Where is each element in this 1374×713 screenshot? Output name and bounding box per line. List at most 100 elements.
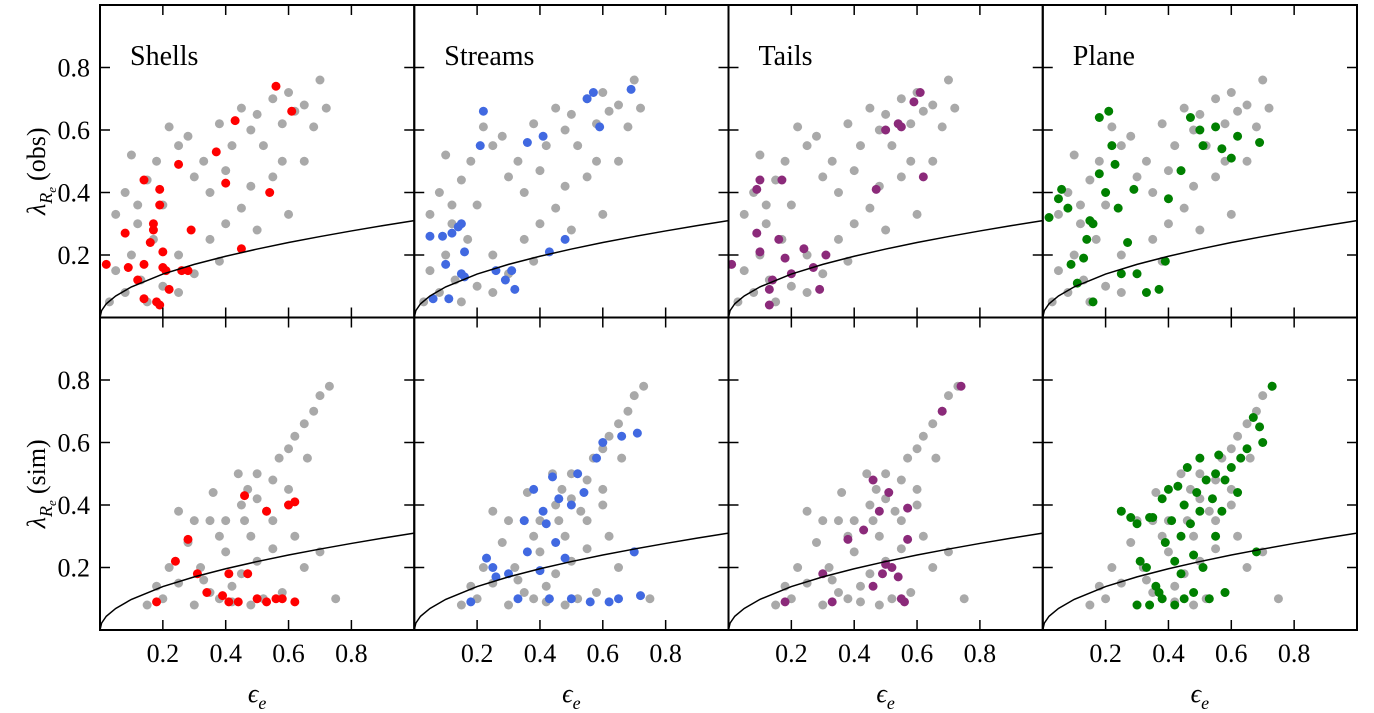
point [236, 500, 246, 510]
point [290, 497, 300, 507]
point [265, 188, 275, 197]
y-label-subscript: R [36, 506, 56, 518]
y-label-text: (obs) [22, 128, 51, 181]
point [1198, 563, 1208, 572]
point [937, 406, 947, 416]
point [240, 516, 250, 526]
point [120, 188, 130, 197]
point [142, 600, 152, 610]
point [833, 234, 843, 244]
point [1192, 488, 1202, 497]
point [849, 516, 859, 526]
point [444, 294, 454, 304]
point [576, 506, 586, 516]
point [466, 597, 476, 607]
point [174, 506, 184, 516]
point [893, 572, 903, 582]
point [865, 569, 875, 579]
point [155, 184, 165, 194]
point [1251, 122, 1261, 132]
point [629, 391, 639, 401]
y-tick-label: 0.2 [58, 554, 91, 583]
point [1126, 538, 1136, 547]
point [205, 516, 215, 526]
point [1189, 588, 1199, 597]
point [855, 141, 865, 151]
point [632, 428, 642, 438]
point [456, 600, 466, 610]
point [1141, 288, 1151, 297]
point [507, 266, 517, 276]
point [1132, 600, 1142, 610]
y-label-text: (sim) [22, 439, 51, 494]
point [896, 544, 906, 554]
y-label-subsubscript: e [44, 187, 59, 193]
point [1116, 269, 1126, 279]
point [268, 475, 278, 485]
point [614, 100, 624, 110]
point [755, 150, 765, 160]
point [896, 94, 906, 104]
point [1094, 113, 1104, 122]
point [504, 172, 514, 182]
point [802, 141, 812, 151]
point [598, 444, 608, 454]
panel: 0.2 0.4 0.6 0.8 ϵe [1041, 316, 1358, 713]
point [1233, 106, 1243, 116]
point [441, 150, 451, 160]
point [211, 147, 221, 157]
y-label-subsubscript: e [44, 500, 59, 506]
x-axis-label: ϵe [562, 679, 580, 713]
point [855, 581, 865, 591]
point [230, 116, 240, 126]
point [262, 597, 272, 607]
point [174, 250, 184, 260]
point [560, 181, 570, 191]
point [761, 200, 771, 210]
point [463, 234, 473, 244]
point [1214, 450, 1224, 460]
point [1075, 219, 1085, 229]
point [918, 531, 928, 541]
point [1126, 513, 1136, 522]
reference-curve [728, 219, 1043, 318]
point [859, 525, 869, 535]
point [560, 125, 570, 135]
point [918, 172, 928, 182]
point [1211, 94, 1221, 104]
point [434, 288, 444, 297]
point [588, 88, 598, 97]
plot-area [414, 75, 729, 318]
point [277, 119, 287, 129]
point [1195, 506, 1205, 516]
point [519, 188, 529, 197]
point [582, 172, 592, 182]
point [299, 563, 309, 572]
x-tick-label: 0.8 [964, 639, 997, 668]
point [881, 469, 891, 479]
point [299, 100, 309, 110]
point [617, 453, 627, 463]
panel: Plane [1041, 4, 1358, 319]
point [174, 141, 184, 151]
point [164, 122, 174, 132]
point [592, 588, 602, 597]
point [271, 81, 281, 91]
point [614, 156, 624, 166]
point [145, 238, 155, 247]
point [579, 488, 589, 497]
point [324, 381, 334, 391]
reference-curve [414, 532, 729, 630]
point [780, 253, 790, 263]
point [1207, 494, 1217, 504]
point [592, 453, 602, 463]
point [434, 188, 444, 197]
x-tick-label: 0.4 [838, 639, 871, 668]
point [1160, 538, 1170, 547]
point [928, 100, 938, 110]
x-label-symbol: ϵ [876, 679, 888, 708]
y-axis-label: λRe (obs) [22, 128, 59, 216]
point [155, 300, 165, 310]
point [1176, 166, 1186, 176]
point [1195, 469, 1205, 479]
